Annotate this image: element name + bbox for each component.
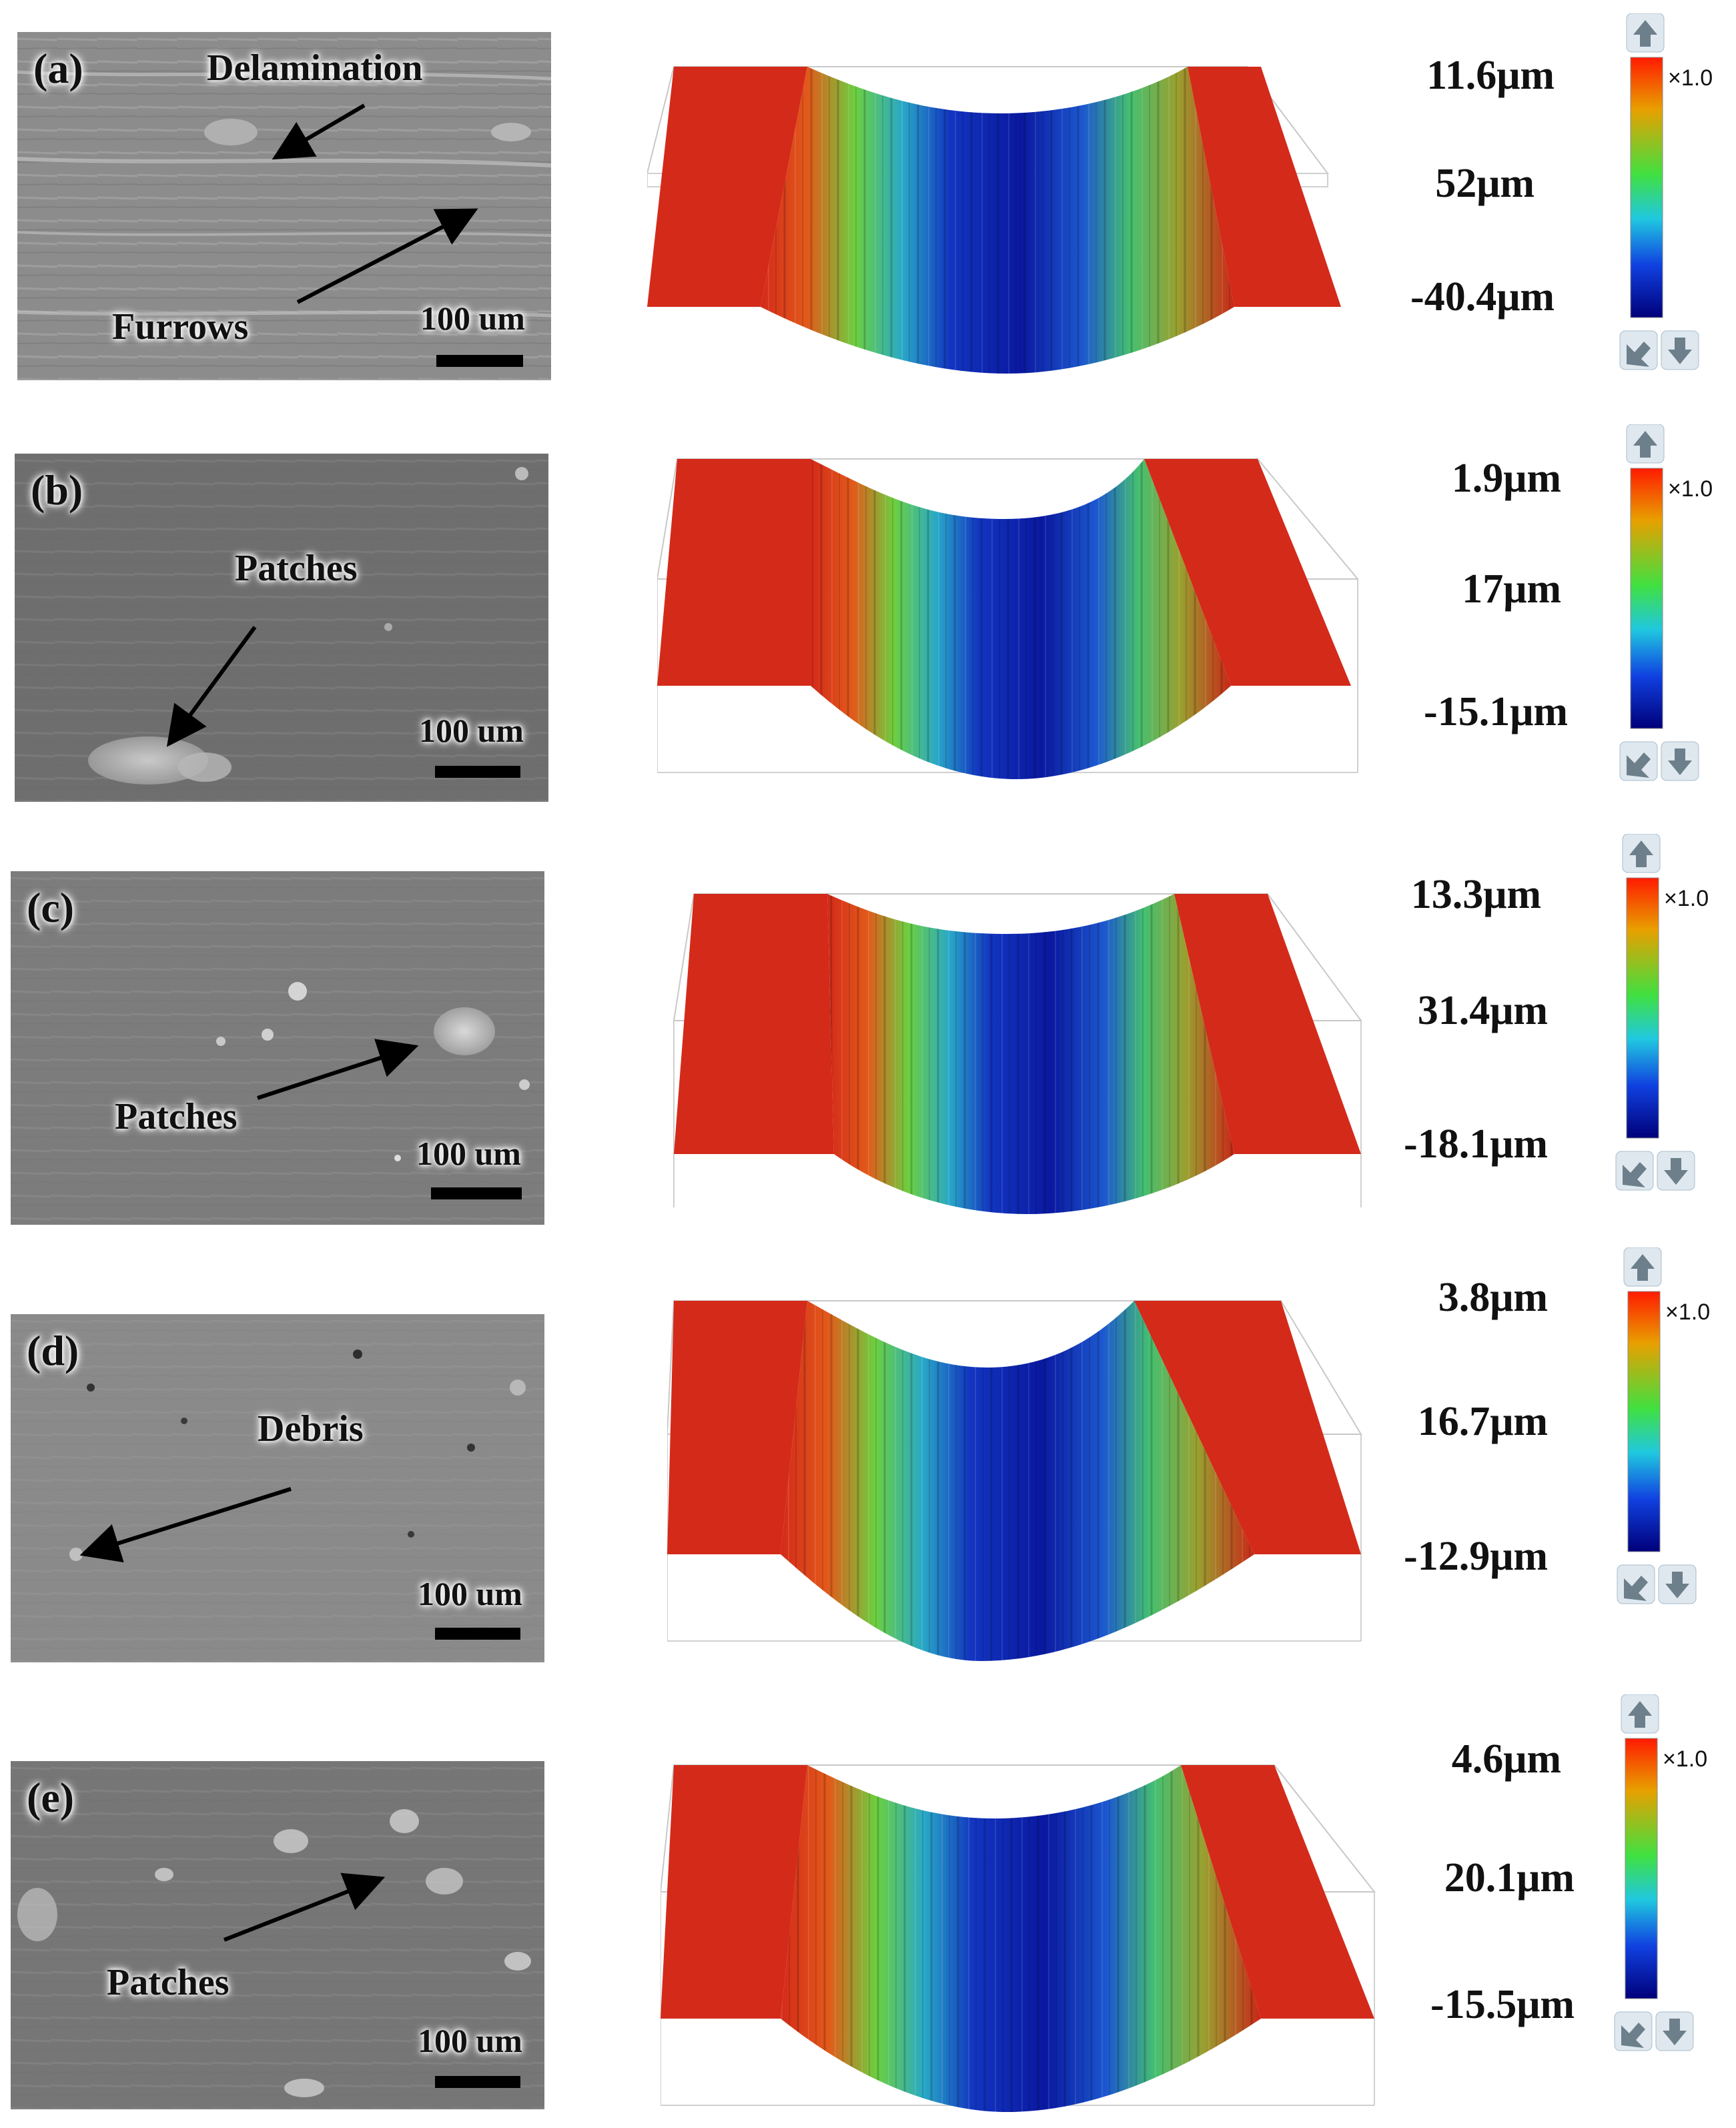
panel-label-e: (e) (27, 1774, 75, 1821)
annotation-delamination: Delamination (207, 47, 423, 89)
multiplier-label-d: ×1.0 (1665, 1299, 1711, 1325)
z-max-label-e: 4.6μm (1451, 1736, 1561, 1782)
scale-bar-label-b: 100 um (419, 712, 524, 749)
scale-bar-label-e: 100 um (418, 2022, 522, 2059)
sem-image-d: (d) Debris 100 um (11, 1314, 544, 1662)
z-range-label-d: 16.7μm (1417, 1399, 1548, 1444)
surface-plot-c (667, 887, 1368, 1221)
multiplier-label-c: ×1.0 (1664, 886, 1709, 911)
annotation-patches-e: Patches (107, 1962, 230, 2003)
surface-plot-e (661, 1758, 1381, 2119)
panel-label-a: (a) (33, 45, 83, 92)
panel-row-e: (e) Patches 100 um 4.6μm 20.1μm -15.5μm (0, 1694, 1736, 2128)
z-min-label-d: -12.9μm (1404, 1534, 1548, 1579)
panel-row-c: (c) Patches 100 um 13.3μm 31.4μm -18.1μm… (0, 834, 1736, 1241)
scale-bar-label-c: 100 um (416, 1135, 521, 1172)
scale-bar-a (436, 355, 523, 367)
sem-image-e: (e) Patches 100 um (11, 1761, 544, 2109)
panel-row-b: (b) Patches 100 um 1.9μm 17μm -15.1μm (0, 424, 1736, 802)
z-max-label-c: 13.3μm (1410, 872, 1541, 917)
z-max-label-b: 1.9μm (1451, 456, 1561, 501)
scale-bar-c (431, 1187, 522, 1199)
panel-label-c: (c) (27, 884, 75, 931)
z-range-label-c: 31.4μm (1417, 988, 1548, 1033)
z-min-label-a: -40.4μm (1410, 274, 1555, 320)
color-scale-b: ×1.0 (1617, 424, 1717, 784)
panel-label-b: (b) (31, 466, 83, 514)
color-scale-c: ×1.0 (1613, 834, 1713, 1194)
z-range-label-a: 52μm (1435, 161, 1535, 206)
annotation-patches-b: Patches (235, 548, 358, 589)
surface-plot-a (647, 60, 1354, 380)
multiplier-label-a: ×1.0 (1668, 65, 1713, 91)
surface-plot-d (667, 1294, 1368, 1668)
z-min-label-b: -15.1μm (1424, 689, 1568, 734)
sem-image-c: (c) Patches 100 um (11, 871, 544, 1225)
surface-plot-b (657, 452, 1364, 786)
z-range-label-e: 20.1μm (1444, 1855, 1575, 1901)
color-scale-a: ×1.0 (1617, 13, 1717, 374)
scale-bar-label-a: 100 um (420, 300, 525, 337)
scale-bar-d (435, 1628, 520, 1640)
panel-label-d: (d) (27, 1327, 79, 1374)
z-range-label-b: 17μm (1462, 566, 1561, 612)
annotation-debris: Debris (258, 1408, 364, 1450)
scale-bar-label-d: 100 um (418, 1575, 522, 1612)
z-min-label-c: -18.1μm (1404, 1121, 1548, 1167)
scale-bar-b (435, 766, 520, 778)
sem-image-a: (a) Delamination Furrows 100 um (17, 32, 551, 380)
panel-row-d: (d) Debris 100 um 3.8μm 16.7μm -12.9μm (0, 1247, 1736, 1674)
color-scale-e: ×1.0 (1612, 1694, 1712, 2055)
z-max-label-d: 3.8μm (1438, 1275, 1548, 1320)
scale-bar-e (435, 2076, 520, 2088)
annotation-patches-c: Patches (115, 1096, 238, 1137)
sem-image-b: (b) Patches 100 um (15, 454, 548, 802)
annotation-furrows: Furrows (112, 306, 249, 348)
multiplier-label-e: ×1.0 (1663, 1746, 1708, 1772)
panel-row-a: (a) Delamination Furrows 100 um 11.6μm 5… (0, 13, 1736, 387)
multiplier-label-b: ×1.0 (1668, 476, 1713, 502)
color-scale-d: ×1.0 (1615, 1247, 1715, 1608)
z-min-label-e: -15.5μm (1430, 1982, 1575, 2027)
z-max-label-a: 11.6μm (1426, 53, 1555, 98)
